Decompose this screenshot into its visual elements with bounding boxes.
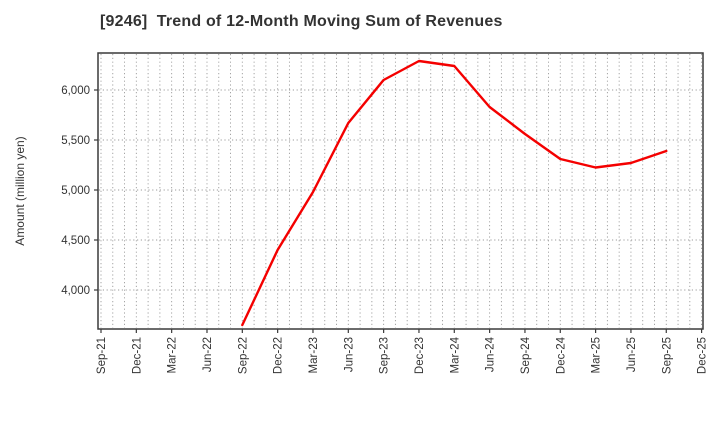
y-tick-label: 4,000	[61, 285, 90, 297]
x-tick-label: Jun-25	[626, 337, 638, 372]
x-tick-label: Dec-25	[697, 337, 709, 374]
x-tick-label: Sep-22	[237, 337, 249, 374]
x-tick-label: Dec-21	[131, 337, 143, 374]
y-tick-label: 6,000	[61, 85, 90, 97]
x-tick-label: Sep-24	[520, 336, 532, 374]
y-axis-title: Amount (million yen)	[13, 136, 27, 246]
x-tick-label: Jun-23	[343, 337, 355, 372]
axis-border	[97, 52, 704, 330]
x-tick-label: Dec-22	[273, 337, 285, 374]
revenue-line	[241, 59, 668, 327]
x-tick-label: Mar-24	[449, 336, 461, 373]
x-tick-label: Mar-23	[308, 337, 320, 373]
x-tick-label: Dec-24	[555, 336, 567, 374]
x-tick-label: Sep-25	[661, 337, 673, 374]
x-tick-label: Sep-21	[96, 337, 108, 374]
x-tick-label: Dec-23	[414, 337, 426, 374]
y-tick-label: 5,500	[61, 135, 90, 147]
x-tick-label: Mar-22	[167, 337, 179, 373]
x-tick-label: Jun-22	[202, 337, 214, 372]
y-tick-label: 5,000	[61, 185, 90, 197]
chart-title: [9246] Trend of 12-Month Moving Sum of R…	[100, 13, 503, 30]
x-tick-label: Jun-24	[485, 336, 497, 372]
x-tick-label: Sep-23	[379, 337, 391, 374]
y-tick-label: 4,500	[61, 235, 90, 247]
x-tick-label: Mar-25	[591, 337, 603, 373]
